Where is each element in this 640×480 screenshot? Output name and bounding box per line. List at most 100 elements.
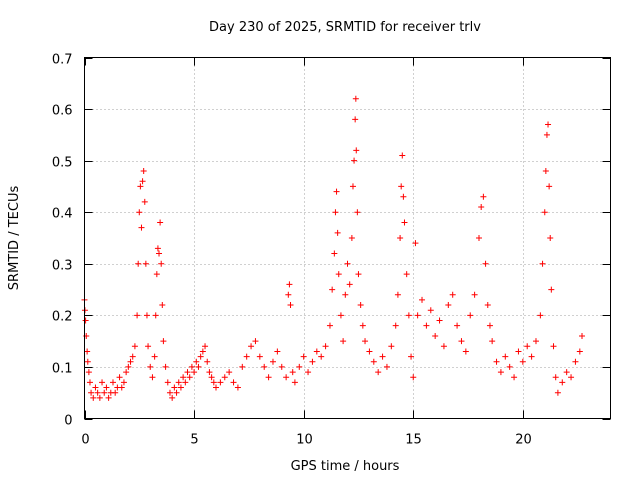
data-point [278,363,285,370]
data-point [506,363,513,370]
data-point [410,374,417,381]
data-point [351,157,358,164]
data-point [333,188,340,195]
data-point [164,379,171,386]
x-tick-label: 20 [515,433,532,448]
data-point [125,363,132,370]
data-point [92,384,99,391]
data-point [322,343,329,350]
data-point [375,369,382,376]
data-point [414,312,421,319]
y-tick-label: 0.3 [52,259,73,274]
data-point [138,224,145,231]
data-point [160,338,167,345]
data-point [210,379,217,386]
data-point [379,353,386,360]
data-point [524,343,531,350]
data-point [332,209,339,216]
data-point [462,348,469,355]
data-points [81,95,586,401]
data-point [579,332,586,339]
data-point [559,379,566,386]
data-point [458,338,465,345]
data-point [423,322,430,329]
data-point [309,358,316,365]
x-tick-label: 0 [81,433,89,448]
data-point [90,394,97,401]
data-point [206,369,213,376]
data-point [182,379,189,386]
data-point [476,235,482,241]
data-point [362,338,369,345]
data-point [109,379,116,386]
data-point [127,358,134,365]
data-point [346,281,353,288]
y-tick-label: 0.2 [52,310,73,325]
data-point [326,322,333,329]
data-point [427,307,434,314]
data-point [129,353,136,360]
data-point [99,379,106,386]
data-point [541,209,548,216]
data-point [162,363,169,370]
data-point [131,343,138,350]
data-point [484,302,491,309]
y-tick-label: 0.5 [52,156,73,171]
data-point [159,302,166,309]
data-point [193,358,200,365]
axis-ticks: 0 0.1 0.2 0.3 0.4 0.5 0.6 0.7 0 5 10 15 20 [52,53,611,448]
data-point [340,338,347,345]
grid [84,57,611,419]
data-point [204,358,211,365]
data-point [188,363,195,370]
x-axis-label: GPS time / hours [291,459,400,474]
data-point [112,389,119,396]
data-point [243,353,250,360]
data-point [355,271,362,278]
data-point [348,235,355,241]
data-point [195,363,202,370]
x-tick-label: 5 [190,433,198,448]
chart-title: Day 230 of 2025, SRMTID for receiver trl… [209,20,481,35]
data-point [135,260,142,267]
data-point [344,260,351,267]
data-point [400,193,407,200]
data-point [180,374,187,381]
data-point [547,235,554,241]
data-point [329,286,336,293]
data-point [554,389,561,396]
x-tick-label: 15 [405,433,422,448]
data-point [158,260,165,267]
data-point [357,302,364,309]
data-point [408,353,415,360]
data-point [140,167,147,174]
data-point [156,250,163,257]
data-point [105,394,112,401]
y-tick-label: 0.1 [52,362,73,377]
data-point [576,348,583,355]
data-point [568,374,575,381]
data-point [401,219,408,226]
data-point [94,389,101,396]
data-point [394,291,401,298]
data-point [143,312,150,319]
data-point [563,369,570,376]
data-point [283,374,290,381]
y-axis-label: SRMTID / TECUs [7,186,22,291]
data-point [478,204,485,211]
data-point [370,358,377,365]
data-point [399,152,406,159]
data-point [142,260,149,267]
data-point [352,116,359,123]
data-point [84,348,91,355]
data-point [388,343,395,350]
data-point [152,312,159,319]
data-point [334,229,341,236]
data-point [123,369,130,376]
data-point [313,348,320,355]
data-point [184,369,191,376]
data-point [153,271,160,278]
data-point [482,260,489,267]
